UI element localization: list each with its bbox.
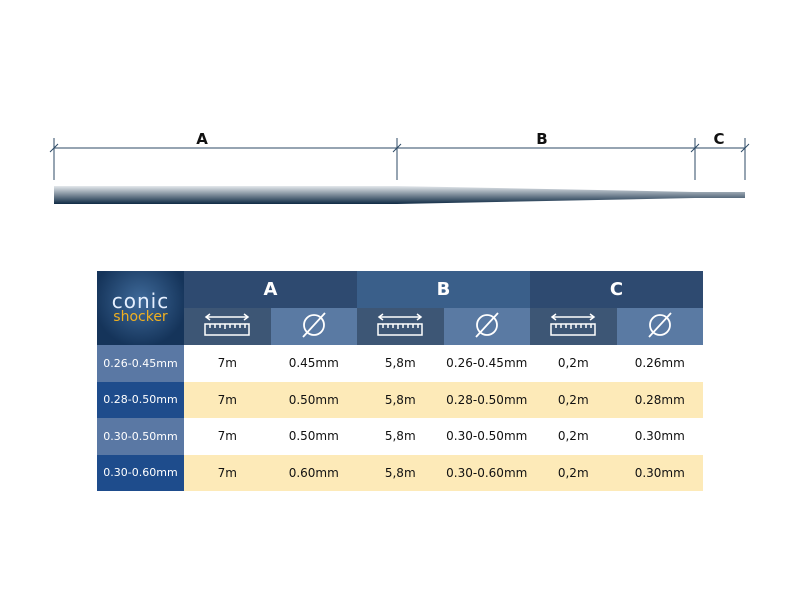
header-section-a: A — [184, 271, 357, 308]
table-cell: 0.60mm — [288, 465, 339, 480]
tapered-line-shape — [54, 186, 745, 204]
taper-diagram: A B C — [49, 130, 750, 204]
table-cell: 5,8m — [384, 465, 416, 480]
table-cell: 0,2m — [557, 392, 589, 407]
table-cell: 7m — [217, 392, 237, 407]
ruler-icon — [184, 308, 271, 345]
table-cell: 0.30mm — [634, 465, 685, 480]
table-row: 0.26-0.45mm 7m 0.45mm 5,8m 0.26-0.45mm 0,2m 0.… — [97, 345, 703, 382]
ruler-icon — [357, 308, 444, 345]
table-cell: 0.28mm — [634, 392, 685, 407]
section-c-label: C — [713, 130, 724, 148]
ruler-icon — [530, 308, 617, 345]
table-cell: 7m — [217, 465, 237, 480]
section-a-label: A — [196, 130, 208, 148]
table-cell: 0.30mm — [634, 429, 685, 444]
table-cell: 0.26mm — [634, 356, 685, 371]
diameter-icon — [616, 308, 703, 345]
table-cell: 0.30-0.50mm — [446, 429, 528, 444]
conic-shocker-logo: conic shocker — [97, 271, 184, 345]
table-cell: 5,8m — [384, 392, 416, 407]
row-label: 0.28-0.50mm — [97, 381, 184, 418]
section-b-label: B — [536, 130, 547, 148]
table-cell: 0.50mm — [288, 429, 339, 444]
header-section-c: C — [530, 271, 703, 308]
table-cell: 0.50mm — [288, 392, 339, 407]
row-label: 0.30-0.60mm — [97, 454, 184, 491]
table-cell: 0.26-0.45mm — [446, 356, 528, 371]
table-cell: 0,2m — [557, 429, 589, 444]
table-row: 0.30-0.50mm 7m 0.50mm 5,8m 0.30-0.50mm 0,2m 0.… — [97, 418, 703, 455]
table-cell: 5,8m — [384, 429, 416, 444]
dimension-lines — [49, 138, 750, 180]
table-cell: 0.30-0.60mm — [446, 465, 528, 480]
table-cell: 5,8m — [384, 356, 416, 371]
table-cell: 0.28-0.50mm — [446, 392, 528, 407]
diameter-icon — [443, 308, 530, 345]
spec-table: conic shocker A B C 0.26-0.45mm 7m 0.45mm 5,… — [97, 271, 703, 491]
header-section-b: B — [357, 271, 530, 308]
table-cell: 7m — [217, 429, 237, 444]
table-row: 0.30-0.60mm 7m 0.60mm 5,8m 0.30-0.60mm 0,2m 0.… — [97, 454, 703, 491]
table-cell: 0,2m — [557, 465, 589, 480]
row-label: 0.30-0.50mm — [97, 418, 184, 455]
table-cell: 0.45mm — [288, 356, 339, 371]
diameter-icon — [270, 308, 357, 345]
table-cell: 0,2m — [557, 356, 589, 371]
table-cell: 7m — [217, 356, 237, 371]
table-row: 0.28-0.50mm 7m 0.50mm 5,8m 0.28-0.50mm 0,2m 0.… — [97, 381, 703, 418]
row-label: 0.26-0.45mm — [97, 345, 184, 382]
